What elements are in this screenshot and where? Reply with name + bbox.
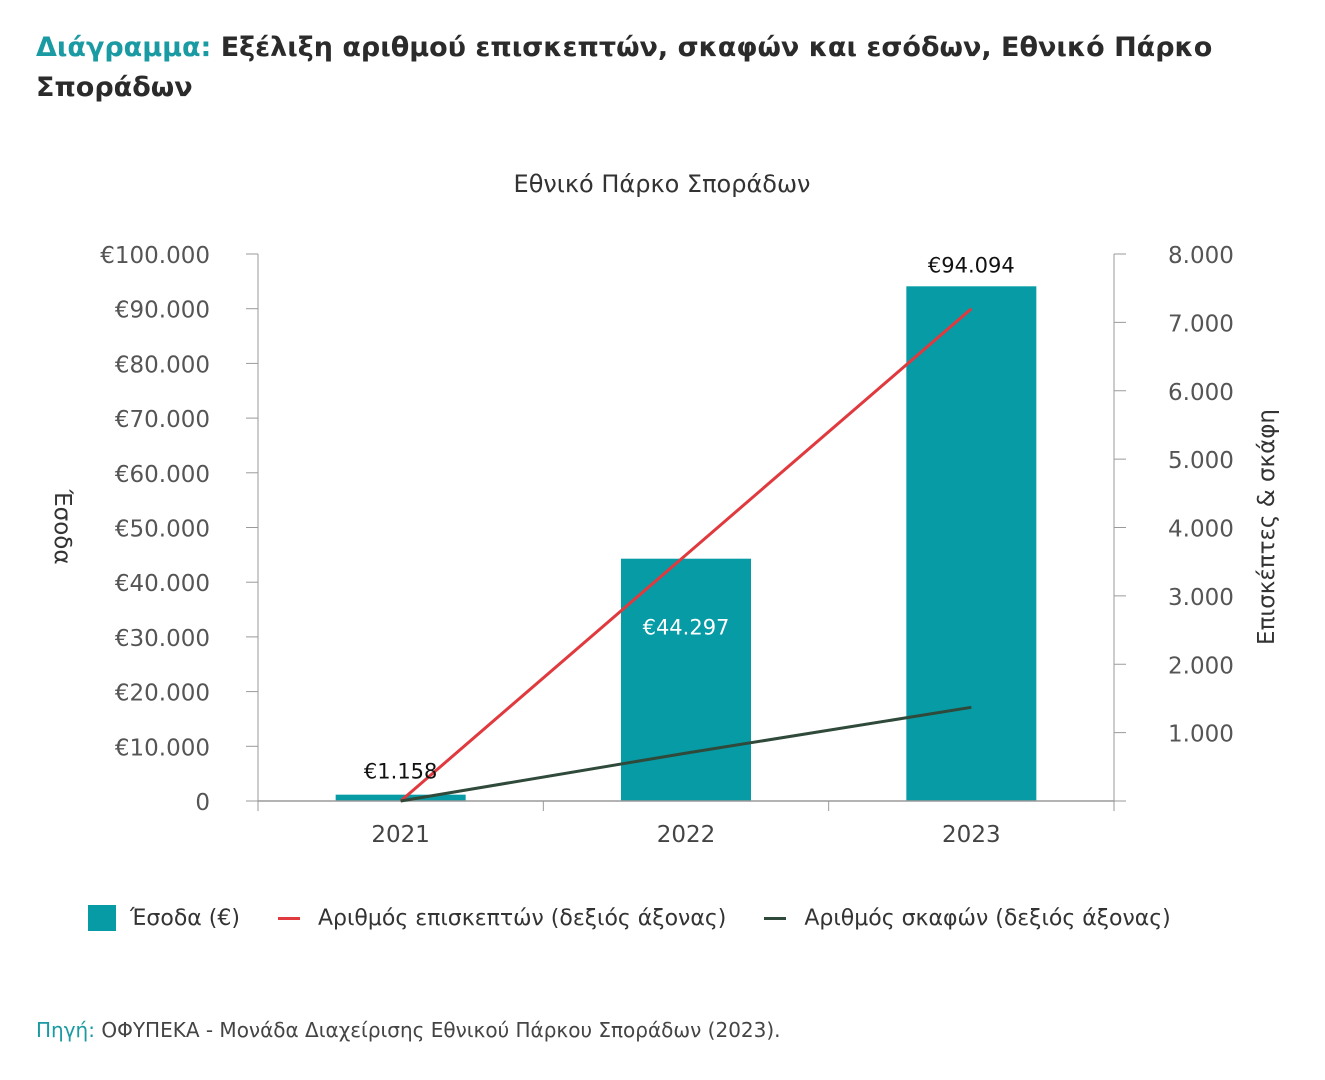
bar-data-label-2022: €44.297 (643, 616, 730, 640)
right-axis-tick-label: 3.000 (1168, 585, 1234, 611)
title-text: Εξέλιξη αριθμού επισκεπτών, σκαφών και ε… (36, 32, 1213, 103)
x-axis-tick-label: 2021 (371, 822, 430, 848)
left-axis-tick-label: €40.000 (115, 571, 210, 597)
title-prefix: Διάγραμμα: (36, 32, 212, 63)
left-axis-title: Έσοδα (49, 488, 75, 564)
right-axis-tick-label: 2.000 (1168, 653, 1234, 679)
left-axis-tick-label: €20.000 (115, 681, 210, 707)
left-axis-tick-label: €30.000 (115, 626, 210, 652)
left-axis-tick-label: €100.000 (100, 243, 210, 269)
line-boats (400, 705, 972, 803)
bar-data-label-2023: €94.094 (928, 253, 1015, 277)
left-axis-tick-label: €70.000 (115, 407, 210, 433)
bar-revenue-2023 (906, 286, 1037, 802)
right-axis-tick-label: 5.000 (1168, 448, 1234, 474)
legend-swatch-revenue (88, 905, 116, 931)
chart-title: Εθνικό Πάρκο Σποράδων (514, 170, 811, 198)
right-axis-tick-label: 6.000 (1168, 380, 1234, 406)
page-title: Διάγραμμα: Εξέλιξη αριθμού επισκεπτών, σ… (36, 28, 1296, 108)
source-text: ΟΦΥΠΕΚΑ - Μονάδα Διαχείρισης Εθνικού Πάρ… (101, 1018, 781, 1042)
right-axis-tick-label: 8.000 (1168, 243, 1234, 269)
legend-label-revenue: Έσοδα (€) (130, 905, 240, 931)
left-axis-tick-label: €50.000 (115, 517, 210, 543)
left-axis-tick-label: 0 (195, 790, 210, 816)
x-axis-tick-label: 2023 (942, 822, 1001, 848)
left-axis-tick-label: €90.000 (115, 298, 210, 324)
legend-label-boats: Αριθμός σκαφών (δεξιός άξονας) (804, 905, 1171, 931)
legend-item-visitors: Αριθμός επισκεπτών (δεξιός άξονας) (277, 905, 727, 931)
legend-item-boats: Αριθμός σκαφών (δεξιός άξονας) (764, 905, 1171, 931)
line-visitors (399, 307, 973, 803)
source-note: Πηγή: ΟΦΥΠΕΚΑ - Μονάδα Διαχείρισης Εθνικ… (36, 1018, 781, 1042)
right-axis-tick-label: 1.000 (1168, 722, 1234, 748)
left-axis-tick-label: €80.000 (115, 352, 210, 378)
legend-label-visitors: Αριθμός επισκεπτών (δεξιός άξονας) (317, 905, 727, 931)
right-axis-title: Επισκέπτες & σκάφη (1254, 409, 1280, 645)
bar-data-label-2021: €1.158 (364, 760, 437, 784)
x-axis-tick-label: 2022 (657, 822, 716, 848)
legend-item-revenue: Έσοδα (€) (88, 905, 240, 931)
legend-swatch-boats (764, 916, 787, 920)
right-axis-tick-label: 4.000 (1168, 517, 1234, 543)
source-label: Πηγή: (36, 1018, 95, 1042)
left-axis-tick-label: €10.000 (115, 735, 210, 761)
legend-swatch-visitors (277, 916, 300, 920)
legend: Έσοδα (€) Αριθμός επισκεπτών (δεξιός άξο… (88, 898, 1209, 938)
right-axis-tick-label: 7.000 (1168, 311, 1234, 337)
bar-revenue-2021 (335, 794, 466, 801)
left-axis-tick-label: €60.000 (115, 462, 210, 488)
